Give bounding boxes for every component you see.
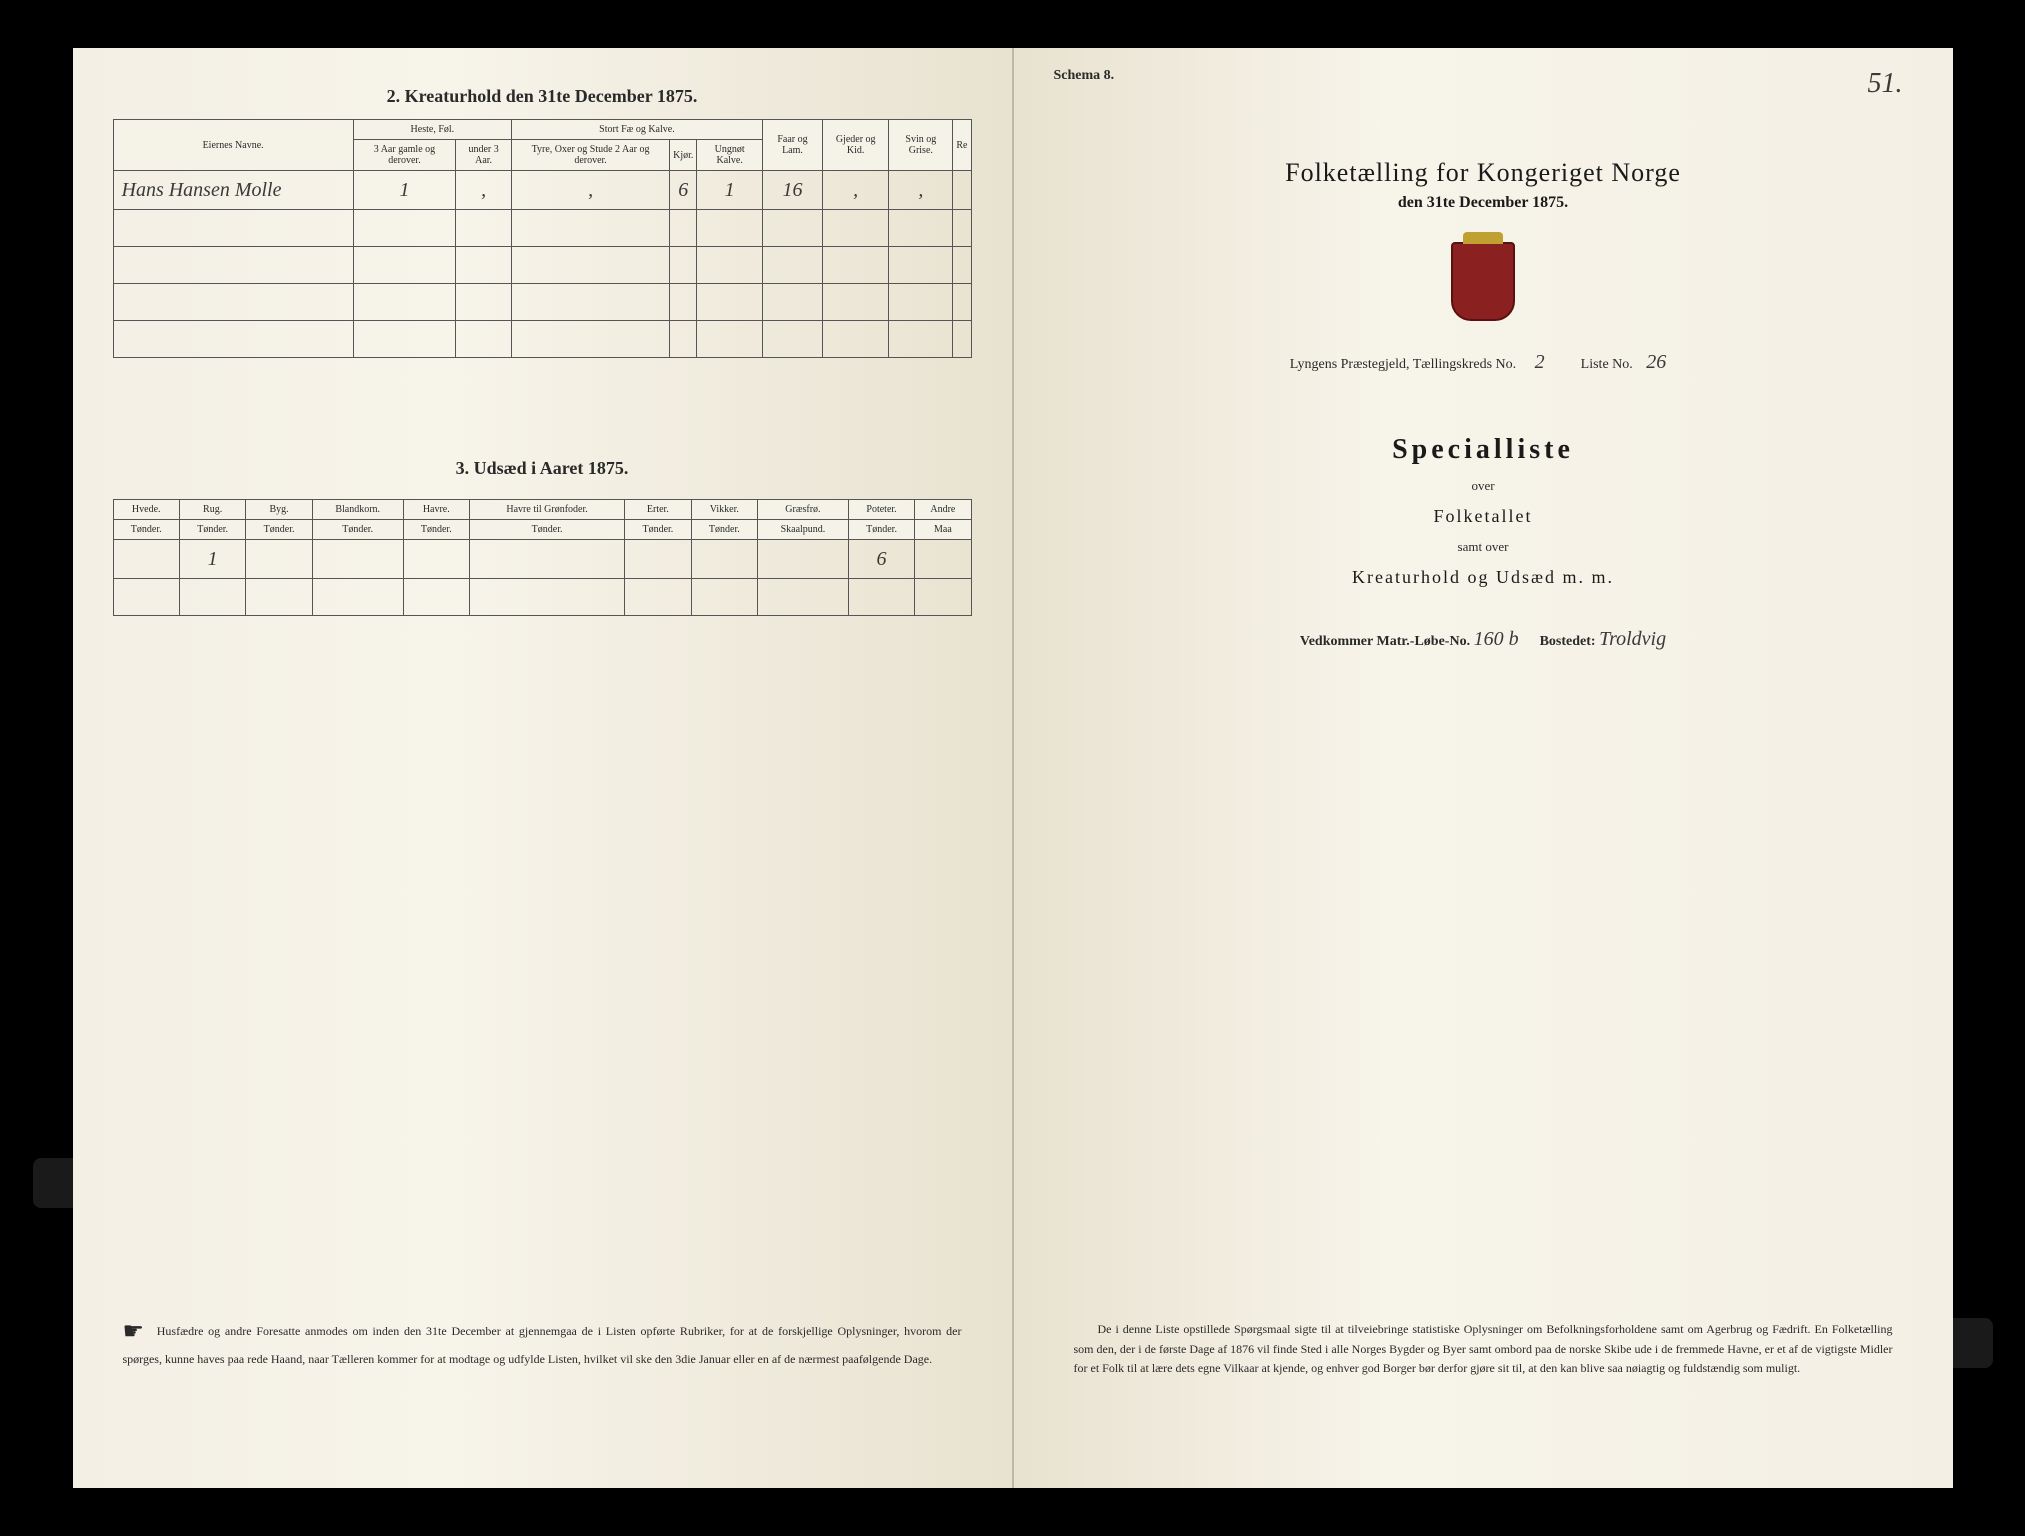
right-page: Schema 8. 51. Folketælling for Kongerige… (1014, 48, 1953, 1488)
unit: Tønder. (403, 520, 469, 540)
col-peas: Erter. (625, 500, 691, 520)
matr-label: Vedkommer Matr.-Løbe-No. (1300, 634, 1470, 649)
col-sheep: Faar og Lam. (762, 120, 822, 171)
col-pigs: Svin og Grise. (889, 120, 953, 171)
col-potatoes: Poteter. (848, 500, 914, 520)
col-wheat: Hvede. (113, 500, 179, 520)
cell: , (456, 171, 512, 210)
footer-text: Husfædre og andre Foresatte anmodes om i… (123, 1324, 962, 1366)
cell: 6 (848, 540, 914, 579)
main-heading: Folketælling for Kongeriget Norge (1054, 158, 1913, 188)
folketal-label: Folketallet (1054, 506, 1913, 527)
unit: Tønder. (470, 520, 625, 540)
cell: , (511, 171, 669, 210)
col-rye: Rug. (179, 500, 245, 520)
cell: 16 (762, 171, 822, 210)
col-barley: Byg. (246, 500, 312, 520)
left-footer-note: ☛ Husfædre og andre Foresatte anmodes om… (123, 1314, 962, 1368)
left-page: 2. Kreaturhold den 31te December 1875. E… (73, 48, 1014, 1488)
col-other: Andre (915, 500, 971, 520)
over-label: over (1054, 478, 1913, 494)
col-owner: Eiernes Navne. (113, 120, 353, 171)
table-row: Hans Hansen Molle 1 , , 6 1 16 , , (113, 171, 971, 210)
col-reindeer: Re (953, 120, 971, 171)
col-grass-seed: Græsfrø. (758, 500, 849, 520)
owner-name: Hans Hansen Molle (113, 171, 353, 210)
cell (953, 171, 971, 210)
district-line: Lyngens Præstegjeld, Tællingskreds No. 2… (1054, 351, 1913, 374)
matr-number: 160 b (1474, 628, 1519, 651)
table-row (113, 284, 971, 321)
pointing-hand-icon: ☛ (123, 1319, 145, 1345)
col-cattle-b: Kjør. (670, 140, 697, 171)
book-spread: 2. Kreaturhold den 31te December 1875. E… (73, 48, 1953, 1488)
right-footer-note: De i denne Liste opstillede Spørgsmaal s… (1074, 1320, 1893, 1378)
page-number: 51. (1868, 68, 1903, 100)
census-date: den 31te December 1875. (1054, 194, 1913, 212)
unit: Tønder. (625, 520, 691, 540)
col-goats: Gjeder og Kid. (823, 120, 889, 171)
cell: 6 (670, 171, 697, 210)
unit: Skaalpund. (758, 520, 849, 540)
cell: , (889, 171, 953, 210)
specialliste-heading: Specialliste (1054, 434, 1913, 466)
unit: Tønder. (691, 520, 757, 540)
seed-table: Hvede. Rug. Byg. Blandkorn. Havre. Havre… (113, 499, 972, 616)
schema-label: Schema 8. (1054, 68, 1115, 84)
cell: 1 (353, 171, 455, 210)
samt-over-label: samt over (1054, 539, 1913, 555)
colgroup-cattle: Stort Fæ og Kalve. (511, 120, 762, 140)
col-oats-green: Havre til Grønfoder. (470, 500, 625, 520)
unit: Tønder. (113, 520, 179, 540)
title-block: Folketælling for Kongeriget Norge den 31… (1054, 158, 1913, 651)
section3-title: 3. Udsæd i Aaret 1875. (113, 458, 972, 479)
unit: Tønder. (179, 520, 245, 540)
table-row: 1 6 (113, 540, 971, 579)
cell: 1 (697, 171, 762, 210)
cell: , (823, 171, 889, 210)
col-horses-b: under 3 Aar. (456, 140, 512, 171)
col-mixed: Blandkorn. (312, 500, 403, 520)
table-row (113, 579, 971, 616)
unit: Tønder. (312, 520, 403, 540)
col-cattle-c: Ungnøt Kalve. (697, 140, 762, 171)
liste-label: Liste No. (1581, 357, 1633, 372)
section2-title: 2. Kreaturhold den 31te December 1875. (113, 86, 972, 107)
col-cattle-a: Tyre, Oxer og Stude 2 Aar og derover. (511, 140, 669, 171)
col-horses-a: 3 Aar gamle og derover. (353, 140, 455, 171)
liste-number: 26 (1636, 351, 1676, 374)
matr-line: Vedkommer Matr.-Løbe-No. 160 b Bostedet:… (1054, 628, 1913, 651)
bosted-name: Troldvig (1599, 628, 1666, 651)
colgroup-horses: Heste, Føl. (353, 120, 511, 140)
cell: 1 (179, 540, 245, 579)
unit: Maa (915, 520, 971, 540)
table-row (113, 321, 971, 358)
unit: Tønder. (246, 520, 312, 540)
coat-of-arms-icon (1451, 242, 1515, 321)
district-number: 2 (1520, 351, 1560, 374)
table-row (113, 247, 971, 284)
unit: Tønder. (848, 520, 914, 540)
table-row (113, 210, 971, 247)
col-vetches: Vikker. (691, 500, 757, 520)
kreaturhold-label: Kreaturhold og Udsæd m. m. (1054, 567, 1913, 588)
col-oats: Havre. (403, 500, 469, 520)
livestock-table: Eiernes Navne. Heste, Føl. Stort Fæ og K… (113, 119, 972, 358)
bosted-label: Bostedet: (1540, 634, 1596, 649)
district-label: Lyngens Præstegjeld, Tællingskreds No. (1290, 357, 1516, 372)
